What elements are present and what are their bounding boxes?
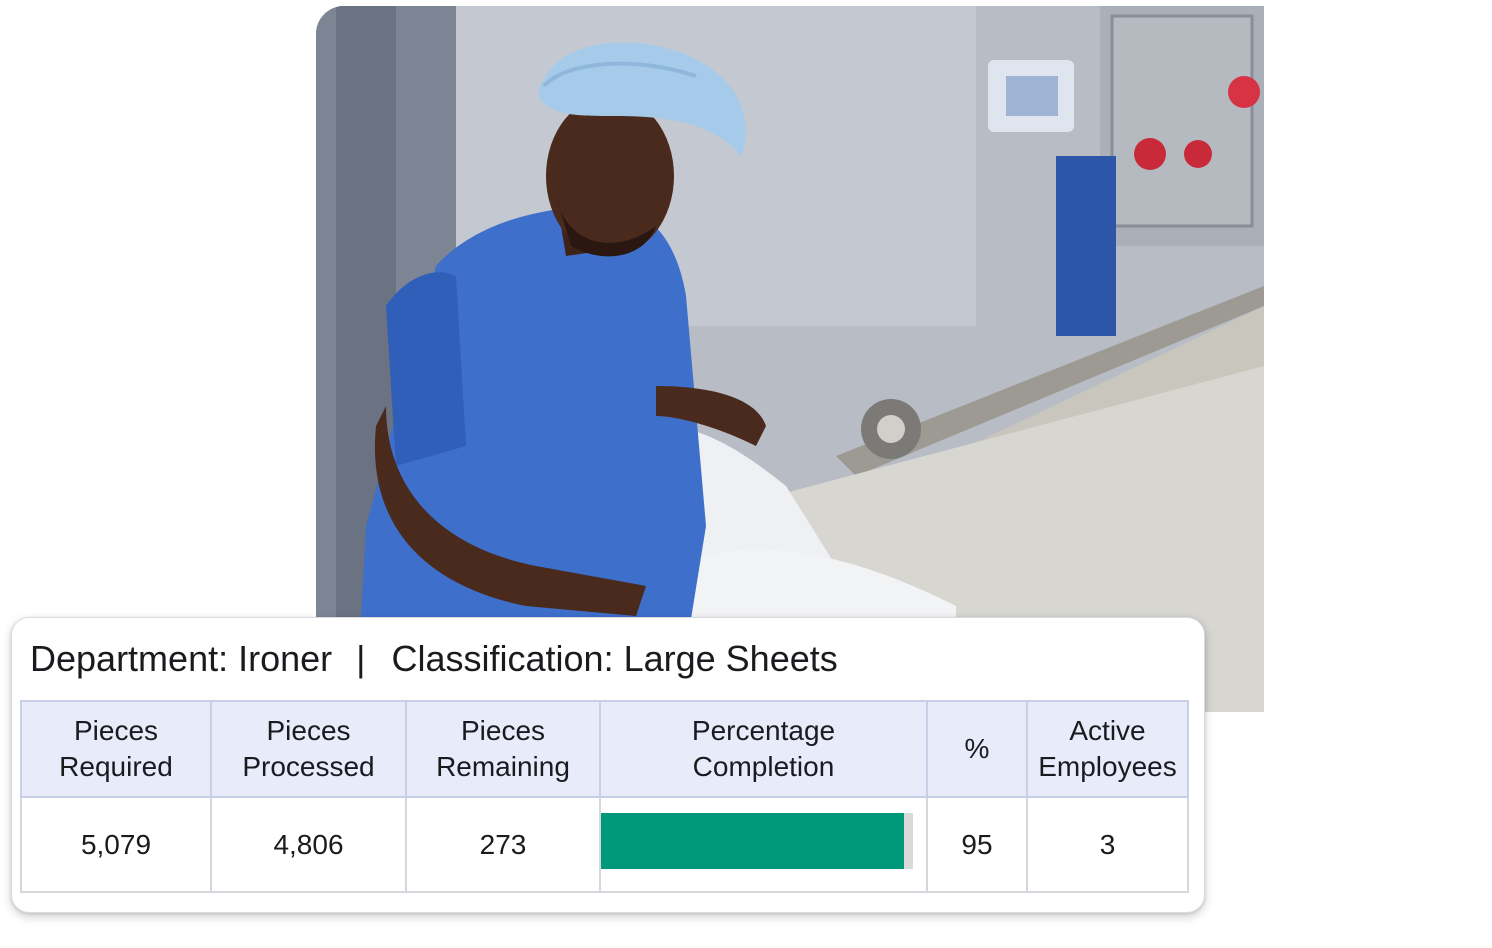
completion-progress-fill (601, 813, 904, 869)
cell-percent: 95 (926, 796, 1028, 893)
table-header-row: Pieces Required Pieces Processed Pieces … (20, 700, 1189, 798)
production-status-card: Department: Ironer | Classification: Lar… (11, 617, 1205, 913)
header-active-employees: Active Employees (1026, 700, 1189, 798)
cell-pieces-required: 5,079 (20, 796, 212, 893)
header-separator: | (356, 638, 366, 679)
cell-active-employees: 3 (1026, 796, 1189, 893)
header-pieces-remaining: Pieces Remaining (405, 700, 601, 798)
cell-pieces-remaining: 273 (405, 796, 601, 893)
header-pieces-processed: Pieces Processed (210, 700, 407, 798)
cell-pieces-processed: 4,806 (210, 796, 407, 893)
completion-progress-bar (601, 813, 913, 869)
header-percentage-completion: Percentage Completion (599, 700, 928, 798)
classification-label: Classification: Large Sheets (391, 638, 838, 679)
department-label: Department: Ironer (30, 638, 333, 679)
cell-completion-bar (599, 796, 928, 893)
worker-photo (316, 6, 1264, 712)
table-row: 5,079 4,806 273 95 3 (20, 796, 1189, 893)
card-header: Department: Ironer | Classification: Lar… (30, 638, 838, 680)
header-percent: % (926, 700, 1028, 798)
header-pieces-required: Pieces Required (20, 700, 212, 798)
stats-table: Pieces Required Pieces Processed Pieces … (20, 700, 1189, 893)
